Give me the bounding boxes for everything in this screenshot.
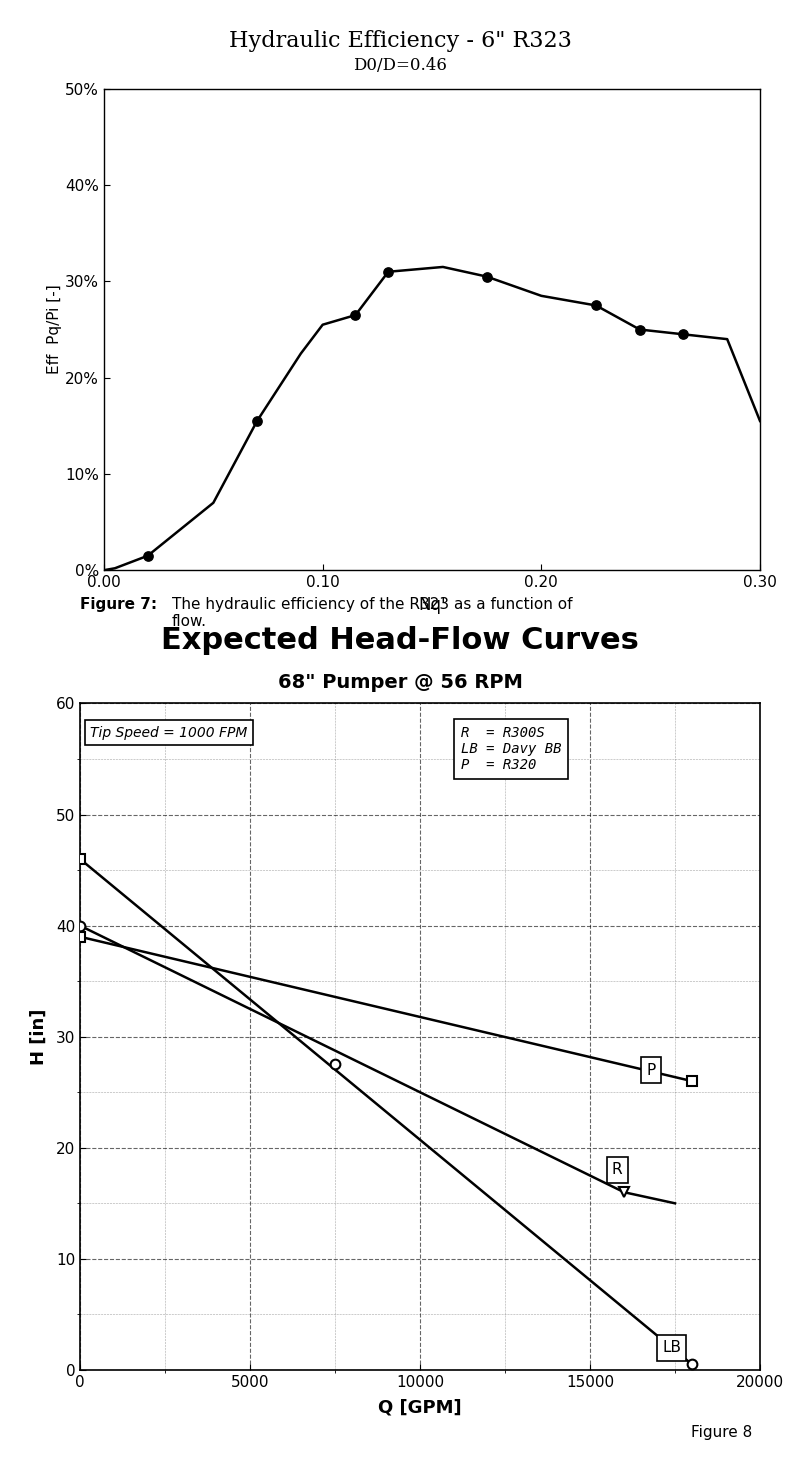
Point <box>634 317 646 341</box>
Point <box>382 261 394 284</box>
Text: R: R <box>612 1163 622 1177</box>
Text: 68" Pumper @ 56 RPM: 68" Pumper @ 56 RPM <box>278 672 522 692</box>
Text: The hydraulic efficiency of the R323 as a function of
flow.: The hydraulic efficiency of the R323 as … <box>172 597 573 629</box>
Point <box>250 409 263 432</box>
Text: Figure 7:: Figure 7: <box>80 597 157 612</box>
X-axis label: Nq': Nq' <box>418 595 446 613</box>
Y-axis label: H [in]: H [in] <box>30 1009 47 1065</box>
Text: Hydraulic Efficiency - 6" R323: Hydraulic Efficiency - 6" R323 <box>229 30 571 52</box>
Point <box>480 265 493 289</box>
Text: R  = R300S
LB = Davy BB
P  = R320: R = R300S LB = Davy BB P = R320 <box>461 726 562 772</box>
Text: LB: LB <box>662 1340 681 1355</box>
Point <box>677 323 690 347</box>
Point <box>142 544 154 567</box>
Y-axis label: Eff  Pq/Pi [-]: Eff Pq/Pi [-] <box>47 284 62 375</box>
X-axis label: Q [GPM]: Q [GPM] <box>378 1398 462 1416</box>
Text: D0/D=0.46: D0/D=0.46 <box>353 58 447 74</box>
Text: P: P <box>646 1062 656 1078</box>
Text: Figure 8: Figure 8 <box>690 1425 752 1440</box>
Point <box>349 304 362 327</box>
Text: Expected Head-Flow Curves: Expected Head-Flow Curves <box>161 625 639 655</box>
Text: Tip Speed = 1000 FPM: Tip Speed = 1000 FPM <box>90 726 247 739</box>
Point <box>590 293 602 317</box>
